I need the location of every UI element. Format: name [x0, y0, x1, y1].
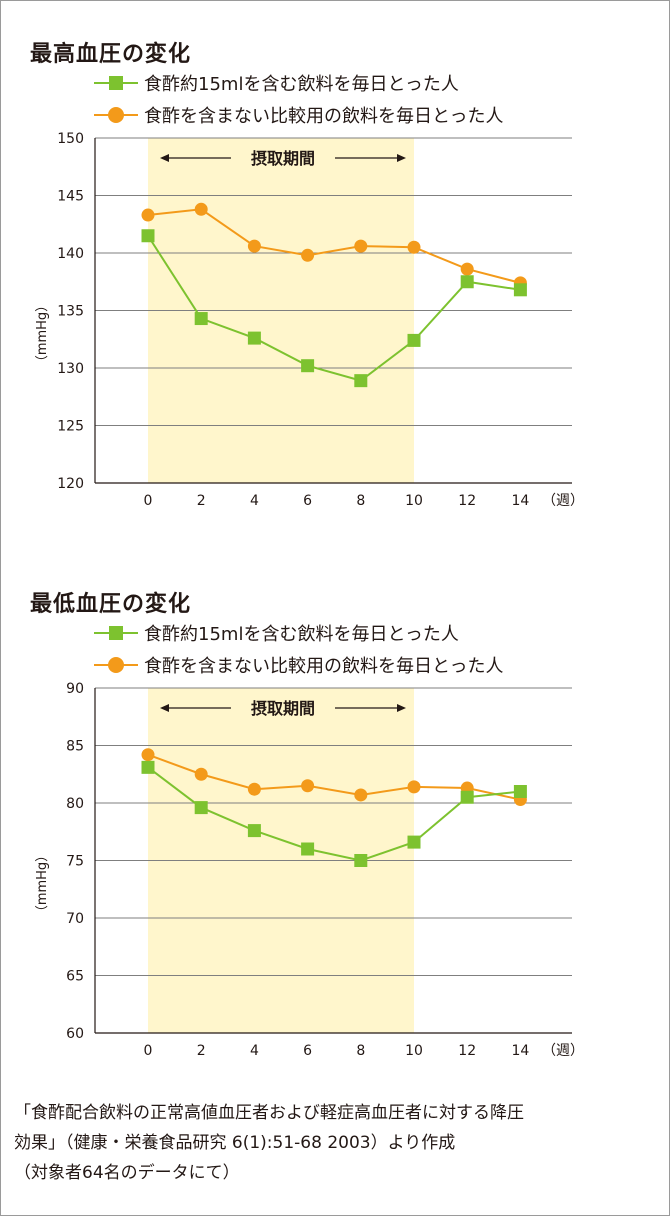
chart2-legend-item-control: 食酢を含まない比較用の飲料を毎日とった人 [92, 652, 503, 678]
data-point-vinegar [460, 275, 474, 289]
data-point-vinegar [141, 229, 155, 243]
period-arrow-left-icon [160, 704, 169, 712]
x-tick-label: 0 [144, 493, 153, 508]
data-point-vinegar [301, 842, 315, 856]
intake-period-label: 摂取期間 [251, 699, 315, 718]
x-tick-label: 10 [405, 1043, 423, 1058]
x-tick-label: 12 [458, 493, 476, 508]
data-point-control [407, 780, 421, 794]
data-point-vinegar [141, 760, 155, 774]
y-tick-label: 75 [66, 854, 84, 870]
chart1-legend-item-control: 食酢を含まない比較用の飲料を毎日とった人 [92, 102, 503, 128]
data-point-vinegar [513, 283, 527, 297]
data-point-vinegar [194, 312, 208, 326]
period-arrow-right-icon [397, 704, 406, 712]
data-point-vinegar [301, 359, 315, 373]
legend-orange-circle-icon [92, 653, 140, 677]
chart2-plot: 60 65 70 75 80 85 90 0 2 4 6 8 10 12 14 （週） （mmHg） 摂取期間 [35, 681, 584, 1058]
data-point-control [194, 767, 208, 781]
y-tick-label: 125 [57, 419, 84, 435]
x-tick-label: 4 [250, 1043, 259, 1058]
series-line-control [147, 753, 521, 801]
data-point-control [354, 788, 368, 802]
chart2-legend-label-control: 食酢を含まない比較用の飲料を毎日とった人 [144, 656, 504, 677]
data-point-control [141, 208, 155, 222]
legend-green-square-icon [92, 621, 140, 645]
chart1-legend-label-control: 食酢を含まない比較用の飲料を毎日とった人 [144, 106, 504, 127]
source-note-line1: 「食酢配合飲料の正常高値血圧者および軽症高血圧者に対する降圧 [14, 1103, 524, 1123]
data-point-control [194, 202, 208, 216]
data-point-vinegar [247, 331, 261, 345]
period-arrow-left-icon [160, 154, 169, 162]
chart2-title: 最低血圧の変化 [30, 592, 192, 617]
y-tick-label: 80 [66, 796, 84, 812]
data-point-control [247, 239, 261, 253]
x-tick-label: 6 [303, 1043, 312, 1058]
series-line-vinegar [147, 766, 521, 862]
data-point-control [460, 262, 474, 276]
x-tick-label: 12 [458, 1043, 476, 1058]
chart1-legend-item-vinegar: 食酢約15mlを含む飲料を毎日とった人 [92, 70, 459, 96]
y-tick-label: 60 [66, 1026, 84, 1042]
x-tick-label: 2 [197, 1043, 206, 1058]
y-tick-label: 130 [57, 361, 84, 377]
x-axis-unit-label: （週） [542, 493, 584, 508]
data-point-vinegar [354, 854, 368, 867]
x-tick-label: 8 [356, 1043, 365, 1058]
series-line-vinegar [147, 235, 521, 382]
data-point-control [247, 782, 261, 796]
y-tick-label: 150 [57, 131, 84, 147]
y-tick-label: 65 [66, 969, 84, 985]
intake-period-label: 摂取期間 [251, 149, 315, 168]
data-point-control [354, 239, 368, 253]
series-line-control [147, 208, 521, 284]
y-tick-label: 70 [66, 911, 84, 927]
data-point-vinegar [194, 801, 208, 815]
x-tick-label: 0 [144, 1043, 153, 1058]
data-point-vinegar [513, 785, 527, 798]
y-tick-label: 90 [66, 681, 84, 697]
period-arrow-right-icon [397, 154, 406, 162]
x-tick-label: 4 [250, 493, 259, 508]
x-axis-unit-label: （週） [542, 1043, 584, 1058]
source-note-line2: 効果」（健康・栄養食品研究 6(1):51-68 2003）より作成 [14, 1133, 456, 1153]
y-axis-label: （mmHg） [35, 299, 50, 368]
data-point-vinegar [354, 374, 368, 388]
y-axis-label: （mmHg） [35, 849, 50, 918]
legend-green-square-icon [92, 71, 140, 95]
x-tick-label: 10 [405, 493, 423, 508]
x-tick-label: 14 [511, 493, 529, 508]
y-tick-label: 135 [57, 304, 84, 320]
legend-orange-circle-icon [92, 103, 140, 127]
data-point-vinegar [460, 790, 474, 804]
x-tick-label: 8 [356, 493, 365, 508]
y-tick-label: 140 [57, 246, 84, 262]
data-point-vinegar [407, 835, 421, 849]
data-point-vinegar [407, 333, 421, 347]
chart1-legend-label-vinegar: 食酢約15mlを含む飲料を毎日とった人 [144, 74, 459, 95]
data-point-control [301, 248, 315, 262]
data-point-vinegar [247, 824, 261, 838]
x-tick-label: 2 [197, 493, 206, 508]
y-tick-label: 145 [57, 189, 84, 205]
y-tick-label: 85 [66, 739, 84, 755]
chart2-legend-label-vinegar: 食酢約15mlを含む飲料を毎日とった人 [144, 624, 459, 645]
chart2-legend-item-vinegar: 食酢約15mlを含む飲料を毎日とった人 [92, 620, 459, 646]
data-point-control [301, 779, 315, 793]
source-note-line3: （対象者64名のデータにて） [14, 1163, 240, 1183]
y-tick-label: 120 [57, 476, 84, 492]
x-tick-label: 6 [303, 493, 312, 508]
chart1-title: 最高血圧の変化 [30, 42, 192, 67]
source-note: 「食酢配合飲料の正常高値血圧者および軽症高血圧者に対する降圧 効果」（健康・栄養… [14, 1098, 524, 1188]
data-point-control [407, 240, 421, 254]
data-point-control [141, 748, 155, 762]
x-tick-label: 14 [511, 1043, 529, 1058]
chart1-plot: 120 125 130 135 140 145 150 0 2 4 6 8 10 12 14 （週） （mmHg… [35, 131, 584, 508]
